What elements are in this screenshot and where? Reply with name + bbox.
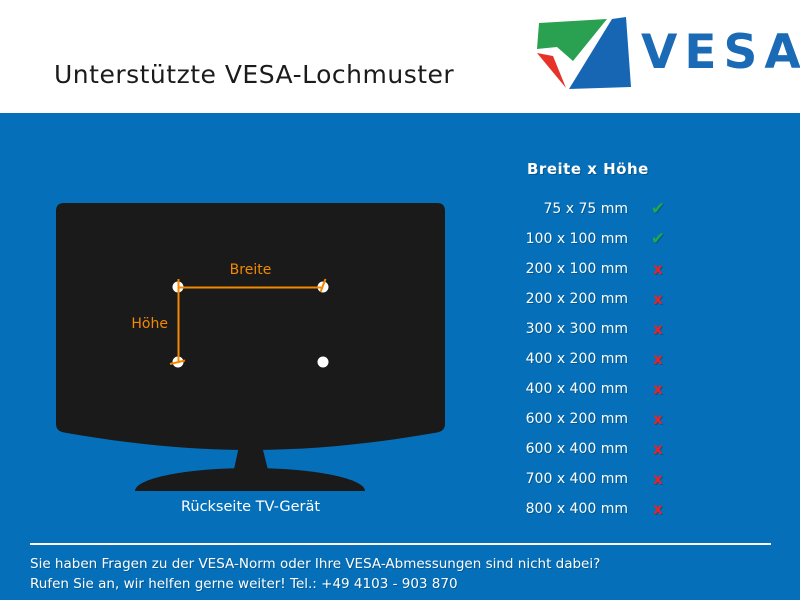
size-label: 600 x 400 mm <box>525 441 628 457</box>
size-label: 100 x 100 mm <box>525 231 628 247</box>
vesa-logo-red-shape <box>537 53 566 88</box>
size-row: 400 x 200 mm x <box>510 344 670 374</box>
tv-stand-base <box>135 468 365 491</box>
tick-bottom-left <box>169 359 186 365</box>
tv-stand-neck <box>233 446 269 474</box>
status-icon: ✔ <box>650 228 666 249</box>
size-label: 700 x 400 mm <box>525 471 628 487</box>
mounting-hole-bottom-right <box>317 356 329 368</box>
status-icon: x <box>653 319 663 338</box>
size-row: 300 x 300 mm x <box>510 314 670 344</box>
footer-question-text: Sie haben Fragen zu der VESA-Norm oder I… <box>30 556 601 572</box>
size-label: 400 x 400 mm <box>525 381 628 397</box>
status-icon: x <box>653 259 663 278</box>
size-list-header: Breite x Höhe <box>527 160 649 178</box>
status-icon: x <box>653 349 663 368</box>
vesa-logo-blue-shape <box>569 17 631 89</box>
height-label: Höhe <box>131 316 168 332</box>
size-label: 200 x 100 mm <box>525 261 628 277</box>
size-list: 75 x 75 mm ✔ 100 x 100 mm ✔ 200 x 100 mm… <box>510 194 670 524</box>
size-row: 400 x 400 mm x <box>510 374 670 404</box>
status-icon: x <box>653 499 663 518</box>
tv-body <box>56 203 445 450</box>
size-row: 700 x 400 mm x <box>510 464 670 494</box>
width-label: Breite <box>229 262 272 278</box>
vesa-logo-green-shape <box>537 19 607 61</box>
header-bar: Unterstützte VESA-Lochmuster VESA <box>0 0 800 113</box>
size-row: 75 x 75 mm ✔ <box>510 194 670 224</box>
tv-caption: Rückseite TV-Gerät <box>180 499 321 515</box>
size-label: 600 x 200 mm <box>525 411 628 427</box>
size-row: 200 x 200 mm x <box>510 284 670 314</box>
size-row: 800 x 400 mm x <box>510 494 670 524</box>
size-label: 400 x 200 mm <box>525 351 628 367</box>
footer-divider <box>30 543 771 545</box>
vesa-logo-text: VESA <box>641 25 800 80</box>
size-label: 75 x 75 mm <box>543 201 628 217</box>
size-label: 800 x 400 mm <box>525 501 628 517</box>
status-icon: x <box>653 469 663 488</box>
tick-top-right <box>319 278 327 293</box>
page-title: Unterstützte VESA-Lochmuster <box>54 60 455 89</box>
vesa-logo-icon <box>537 17 631 89</box>
status-icon: x <box>653 409 663 428</box>
size-row: 100 x 100 mm ✔ <box>510 224 670 254</box>
size-label: 200 x 200 mm <box>525 291 628 307</box>
status-icon: x <box>653 439 663 458</box>
status-icon: x <box>653 379 663 398</box>
tv-illustration <box>56 203 445 491</box>
status-icon: x <box>653 289 663 308</box>
size-label: 300 x 300 mm <box>525 321 628 337</box>
size-row: 600 x 400 mm x <box>510 434 670 464</box>
size-row: 200 x 100 mm x <box>510 254 670 284</box>
dimension-lines <box>169 278 327 365</box>
footer-phone-text: Rufen Sie an, wir helfen gerne weiter! T… <box>30 576 458 592</box>
status-icon: ✔ <box>650 198 666 219</box>
size-row: 600 x 200 mm x <box>510 404 670 434</box>
